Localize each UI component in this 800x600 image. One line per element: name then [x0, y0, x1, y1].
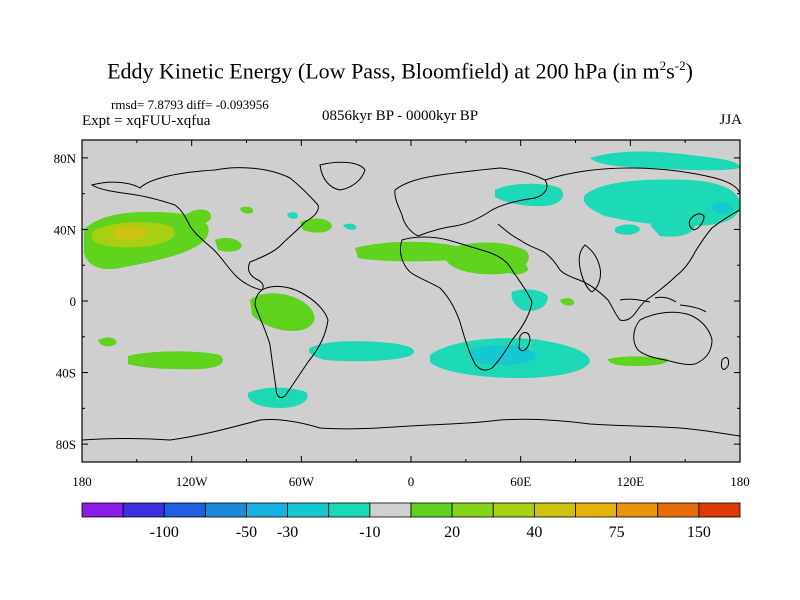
lon-label: 120W: [176, 474, 209, 489]
colorbar-swatch: [576, 503, 617, 517]
lat-label: 40S: [56, 366, 76, 381]
colorbar-label: -30: [277, 524, 298, 541]
colorbar-label: 20: [444, 524, 460, 541]
lat-label: 80S: [56, 437, 76, 452]
lat-label: 0: [70, 294, 77, 309]
lon-label: 0: [408, 474, 415, 489]
lon-label: 60E: [510, 474, 531, 489]
colorbar-swatch: [411, 503, 452, 517]
colorbar-label: -50: [236, 524, 257, 541]
colorbar-swatch: [452, 503, 493, 517]
colorbar-labels: -100 -50 -30 -10 20 40 75 150: [150, 524, 711, 541]
colorbar-label: 150: [687, 524, 711, 541]
colorbar-label: 40: [526, 524, 542, 541]
south-pacific-positive: [128, 351, 223, 369]
longitude-labels: 180 120W 60W 0 60E 120E 180: [72, 474, 750, 489]
lon-label: 180: [730, 474, 750, 489]
colorbar-swatch: [370, 503, 411, 517]
colorbar-label: -10: [359, 524, 380, 541]
colorbar-swatch: [288, 503, 329, 517]
colorbar-swatch: [699, 503, 740, 517]
lat-label: 40N: [54, 222, 77, 237]
map-panel: [82, 140, 740, 462]
lon-label: 120E: [617, 474, 645, 489]
colorbar-swatch: [493, 503, 534, 517]
latitude-labels: 80N 40N 0 40S 80S: [54, 151, 77, 452]
colorbar-swatch: [658, 503, 699, 517]
colorbar-swatch: [329, 503, 370, 517]
colorbar-swatch: [164, 503, 205, 517]
colorbar-swatch: [123, 503, 164, 517]
colorbar-swatch: [617, 503, 658, 517]
colorbar-label: 75: [609, 524, 625, 541]
colorbar-swatch: [247, 503, 288, 517]
lon-label: 180: [72, 474, 92, 489]
west-atlantic-positive: [300, 219, 332, 233]
south-atlantic-negative: [309, 341, 414, 361]
colorbar-label: -100: [150, 524, 179, 541]
colorbar: [82, 503, 740, 517]
lon-label: 60W: [289, 474, 315, 489]
colorbar-swatch: [205, 503, 246, 517]
colorbar-swatch: [534, 503, 575, 517]
lat-label: 80N: [54, 151, 77, 166]
colorbar-swatch: [82, 503, 123, 517]
